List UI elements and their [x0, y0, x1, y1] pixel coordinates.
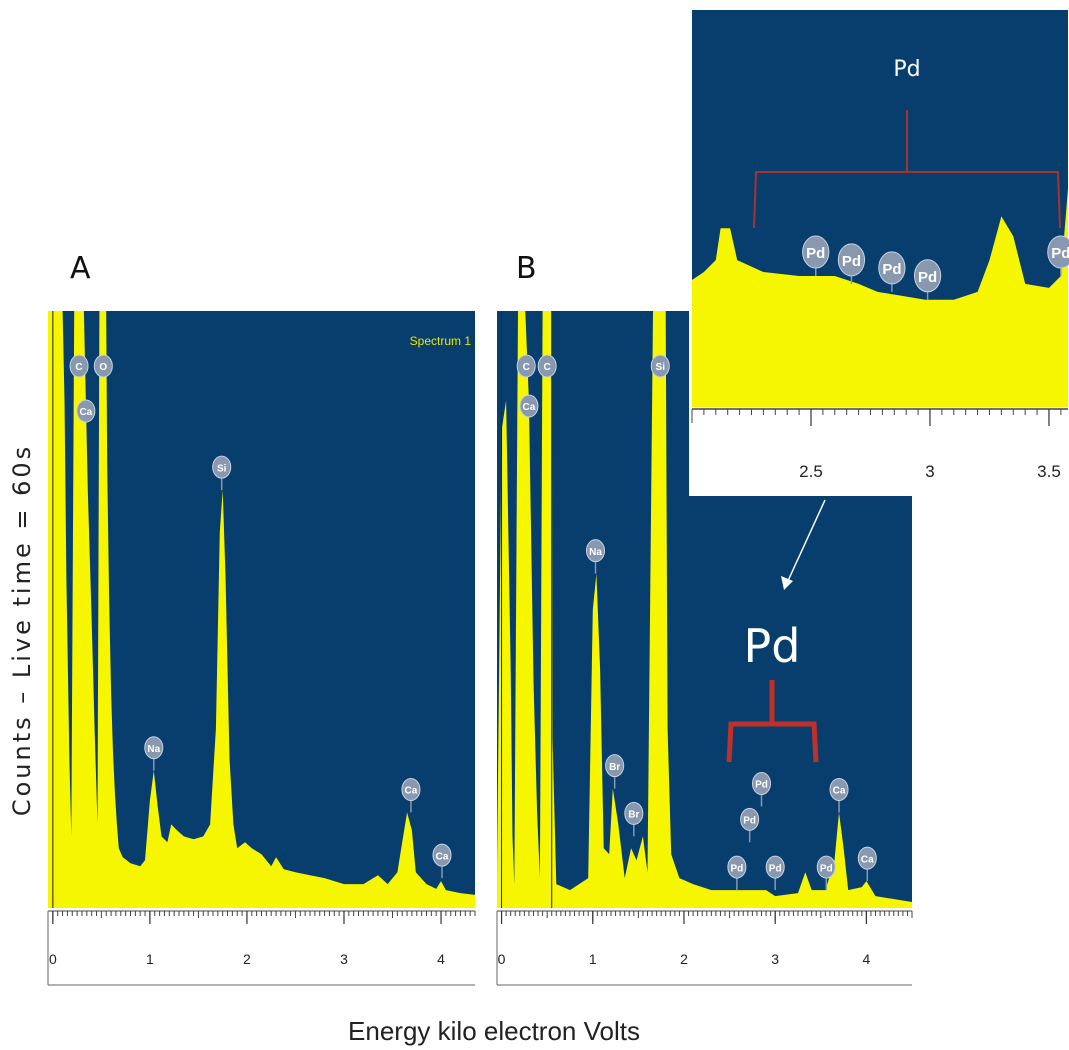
peak-marker-pd: Pd: [765, 855, 785, 891]
peak-label: Ca: [436, 851, 449, 862]
panel-b-spectrum: [497, 311, 912, 908]
inset-pointer-arrowhead: [781, 576, 793, 590]
peak-marker-pd: Pd: [837, 243, 866, 284]
panel-b-x-axis: 0 1 2 3 4: [496, 908, 913, 986]
x-tick-label: 1: [146, 951, 154, 967]
peak-marker-pd: Pd: [802, 235, 830, 276]
inset-x-axis: 2.5 3 3.5: [691, 408, 1068, 481]
peak-label: Ca: [405, 786, 418, 797]
peak-label: Si: [217, 463, 227, 474]
y-axis-label: Counts – Live time = 60s: [8, 444, 36, 816]
x-axis-label: Energy kilo electron Volts: [348, 1016, 640, 1046]
panel-b-peak-markers: C Ca C Si Na Br Br Pd Pd Pd Pd Pd Ca Ca: [516, 354, 877, 891]
inset-pd-label: Pd: [893, 57, 920, 82]
peak-label: Si: [656, 362, 666, 373]
x-tick-label: 3: [340, 951, 348, 967]
panel-a-legend: Spectrum 1: [410, 334, 472, 348]
peak-marker-pd: Pd: [913, 259, 942, 300]
peak-marker-pd: Pd: [751, 772, 772, 807]
panel-a-label: A: [70, 251, 91, 286]
peak-label: Na: [147, 744, 160, 755]
peak-label: Ca: [861, 854, 874, 865]
peak-label: Na: [589, 547, 602, 558]
inset-panel: Pd Pd Pd Pd Pd Pd 2.5 3 3.5: [689, 8, 1069, 496]
peak-marker-ca: Ca: [519, 394, 539, 418]
x-tick-label: 4: [862, 951, 870, 967]
peak-marker-pd: Pd: [878, 251, 906, 292]
panel-a-spectrum: [48, 311, 475, 908]
x-tick-label: 2: [680, 951, 688, 967]
peak-label: Ca: [79, 407, 92, 418]
peak-label: Pd: [769, 863, 782, 874]
peak-marker-ca: Ca: [829, 777, 849, 813]
inset-pd-bracket: [753, 110, 1061, 229]
inset-pointer-line: [786, 499, 826, 584]
peak-label: Pd: [882, 261, 901, 278]
peak-marker-pd: Pd: [740, 807, 760, 843]
peak-marker-c: C: [537, 354, 557, 378]
x-tick-label: 2.5: [799, 462, 823, 481]
peak-marker-c: C: [69, 354, 89, 378]
peak-marker-ca: Ca: [432, 843, 452, 879]
peak-label: Pd: [743, 816, 756, 827]
inset-peak-markers: Pd Pd Pd Pd Pd: [802, 235, 1069, 300]
x-tick-label: 2: [243, 951, 251, 967]
panel-b-pd-label: Pd: [744, 619, 801, 673]
peak-marker-na: Na: [585, 539, 606, 574]
peak-label: C: [75, 362, 82, 373]
peak-label: Pd: [842, 253, 861, 270]
peak-marker-c: C: [516, 354, 536, 378]
x-tick-label: 3.5: [1037, 462, 1061, 481]
peak-label: Pd: [755, 780, 768, 791]
peak-label: C: [523, 362, 530, 373]
peak-label: Pd: [806, 245, 825, 262]
peak-label: C: [544, 362, 551, 373]
x-tick-label: 0: [498, 951, 506, 967]
panel-b-label: B: [516, 251, 537, 286]
x-tick-label: 4: [437, 951, 445, 967]
peak-marker-o: O: [93, 354, 113, 378]
peak-marker-ca: Ca: [401, 777, 421, 813]
panel-a-peak-markers: C Ca O Na Si Ca Ca: [69, 354, 452, 879]
x-tick-label: 1: [589, 951, 597, 967]
x-tick-label: 3: [925, 462, 934, 481]
peak-label: Br: [628, 810, 639, 821]
peak-marker-br: Br: [624, 801, 644, 837]
peak-marker-ca: Ca: [857, 846, 877, 882]
panel-a-x-axis: 0 1 2 3 4: [47, 908, 476, 986]
peak-label: Pd: [1051, 245, 1069, 262]
peak-label: O: [99, 362, 107, 373]
peak-marker-pd: Pd: [1047, 235, 1069, 276]
panel-a-plot-area: [48, 311, 475, 908]
peak-marker-br: Br: [605, 754, 625, 789]
peak-label: Pd: [918, 269, 937, 286]
panel-b-pd-bracket: [726, 680, 819, 763]
peak-marker-na: Na: [144, 736, 164, 771]
inset-spectrum: [692, 188, 1068, 407]
panel-a: Spectrum 1 C Ca O Na Si Ca Ca 0 1 2 3 4: [47, 311, 476, 986]
peak-marker-ca: Ca: [76, 399, 96, 423]
peak-label: Pd: [730, 863, 743, 874]
peak-label: Pd: [820, 863, 833, 874]
x-tick-label: 3: [771, 951, 779, 967]
peak-marker-pd: Pd: [727, 855, 747, 891]
x-tick-label: 0: [49, 951, 57, 967]
peak-marker-pd: Pd: [816, 855, 836, 891]
peak-label: Ca: [523, 402, 536, 413]
peak-marker-si: Si: [212, 455, 232, 491]
peak-marker-si: Si: [650, 354, 670, 378]
peak-label: Ca: [833, 786, 846, 797]
peak-label: Br: [609, 762, 620, 773]
